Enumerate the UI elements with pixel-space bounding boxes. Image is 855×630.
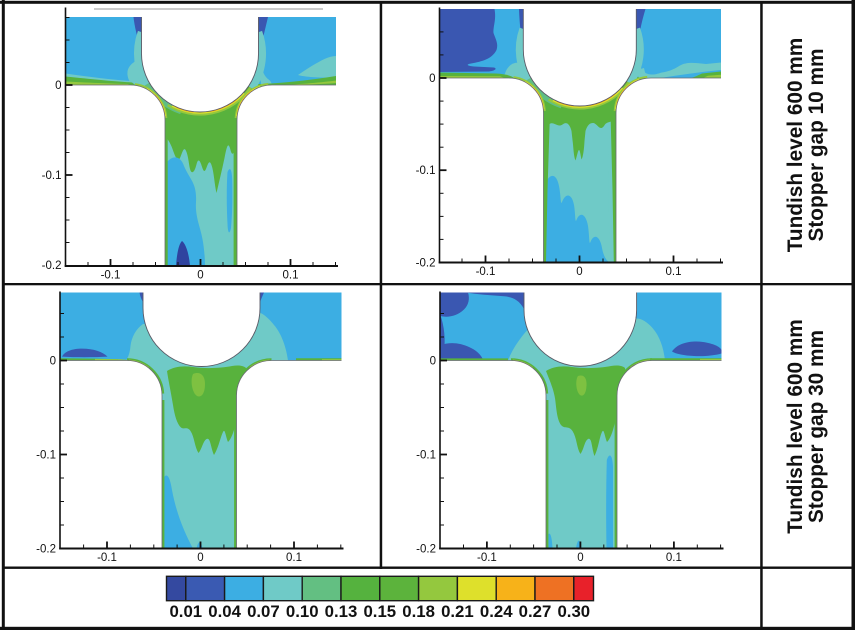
svg-text:0: 0 bbox=[429, 73, 435, 85]
svg-text:0: 0 bbox=[50, 356, 56, 368]
svg-text:0: 0 bbox=[430, 356, 436, 368]
svg-text:Stopper gap 10 mm: Stopper gap 10 mm bbox=[805, 49, 828, 242]
svg-text:0.07: 0.07 bbox=[247, 602, 280, 621]
svg-text:-0.2: -0.2 bbox=[416, 258, 436, 270]
svg-text:0.15: 0.15 bbox=[363, 602, 396, 621]
svg-text:-0.1: -0.1 bbox=[477, 552, 497, 564]
svg-text:0.21: 0.21 bbox=[441, 602, 474, 621]
svg-text:0.24: 0.24 bbox=[480, 602, 513, 621]
svg-text:-0.1: -0.1 bbox=[97, 552, 117, 564]
svg-text:-0.1: -0.1 bbox=[42, 170, 62, 182]
svg-text:0.1: 0.1 bbox=[286, 552, 302, 564]
svg-text:Tundish level 600 mm: Tundish level 600 mm bbox=[784, 319, 807, 534]
svg-text:0.01: 0.01 bbox=[169, 602, 202, 621]
svg-text:0.30: 0.30 bbox=[557, 602, 590, 621]
svg-text:-0.1: -0.1 bbox=[416, 450, 436, 462]
svg-text:0.1: 0.1 bbox=[666, 552, 682, 564]
svg-text:0.1: 0.1 bbox=[283, 270, 299, 282]
svg-text:0.27: 0.27 bbox=[519, 602, 552, 621]
svg-text:-0.1: -0.1 bbox=[476, 266, 496, 278]
svg-text:-0.1: -0.1 bbox=[36, 450, 56, 462]
svg-text:0: 0 bbox=[576, 266, 582, 278]
svg-text:-0.2: -0.2 bbox=[36, 544, 56, 556]
svg-text:0.04: 0.04 bbox=[208, 602, 241, 621]
svg-text:0: 0 bbox=[577, 552, 583, 564]
svg-text:0: 0 bbox=[197, 552, 203, 564]
svg-text:0.10: 0.10 bbox=[286, 602, 319, 621]
svg-text:0: 0 bbox=[55, 80, 61, 92]
svg-text:-0.1: -0.1 bbox=[101, 270, 121, 282]
svg-text:0.13: 0.13 bbox=[325, 602, 358, 621]
svg-text:-0.2: -0.2 bbox=[42, 260, 62, 272]
svg-text:Stopper gap 30 mm: Stopper gap 30 mm bbox=[805, 330, 828, 523]
svg-text:0.1: 0.1 bbox=[666, 266, 682, 278]
svg-text:-0.2: -0.2 bbox=[416, 544, 436, 556]
svg-text:-0.1: -0.1 bbox=[416, 165, 436, 177]
svg-text:0: 0 bbox=[197, 270, 203, 282]
svg-text:Tundish level 600 mm: Tundish level 600 mm bbox=[784, 38, 807, 253]
svg-text:0.18: 0.18 bbox=[402, 602, 435, 621]
